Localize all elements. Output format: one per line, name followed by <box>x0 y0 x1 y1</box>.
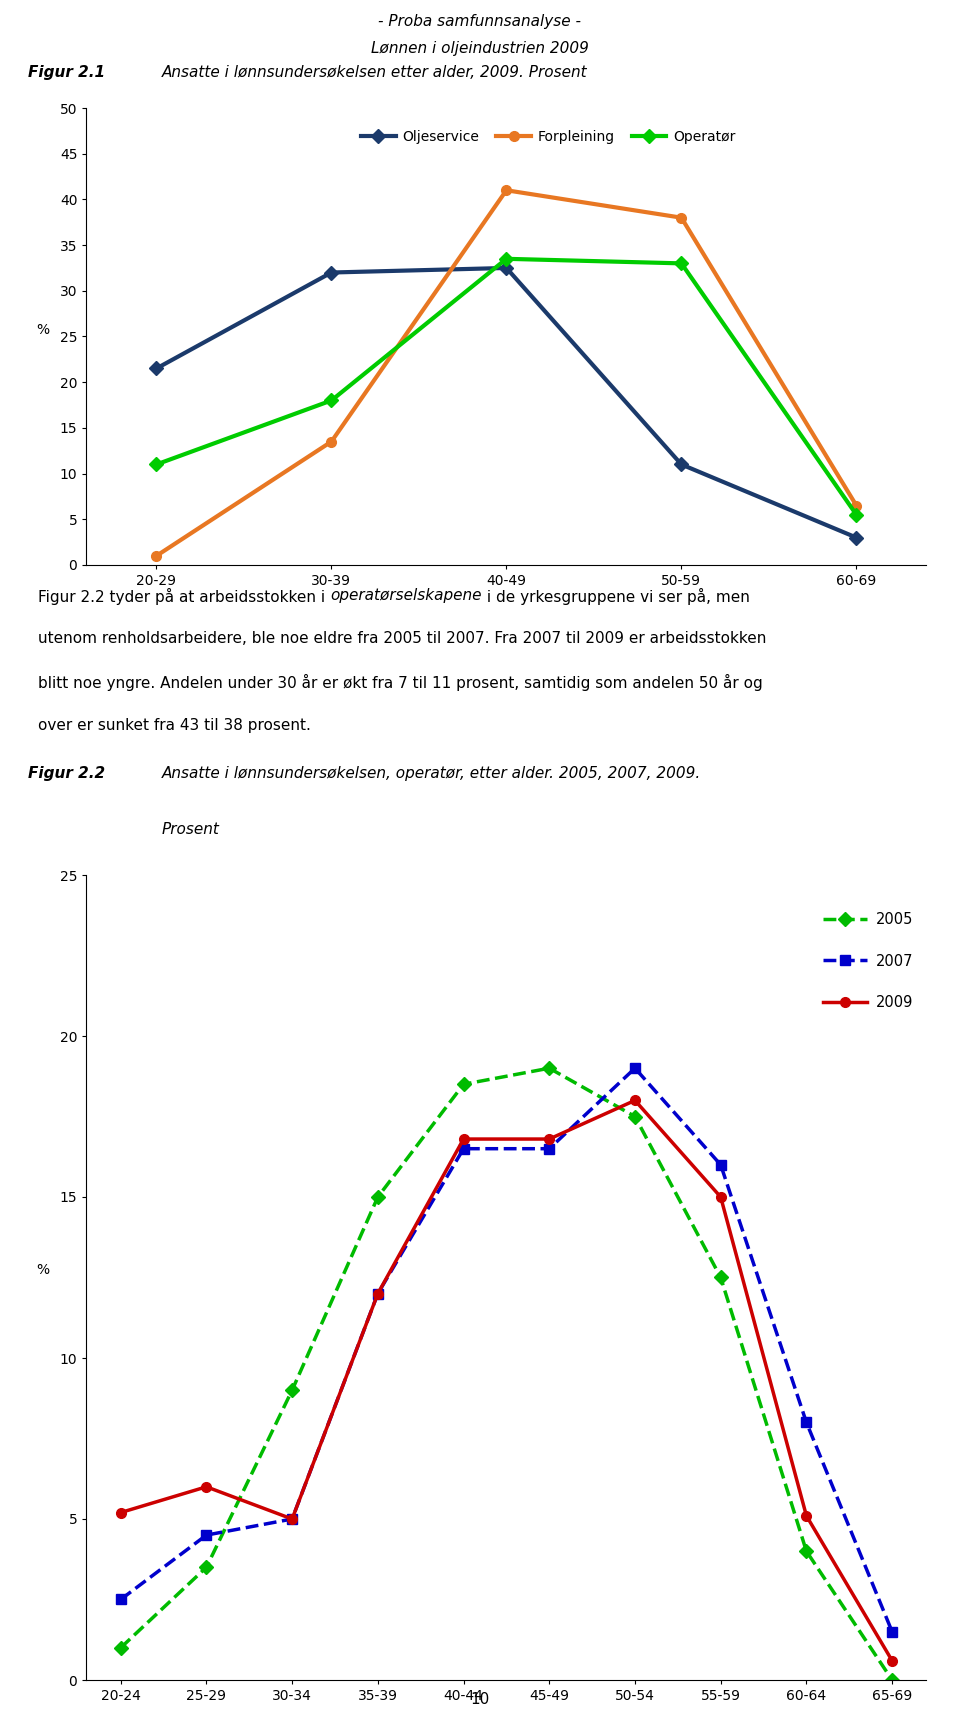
Line: Operatør: Operatør <box>152 254 861 519</box>
2007 <box>543 1138 555 1159</box>
2007 <box>715 1155 727 1176</box>
Text: blitt noe yngre. Andelen under 30 år er økt fra 7 til 11 prosent, samtidig som a: blitt noe yngre. Andelen under 30 år er … <box>38 674 763 691</box>
Oljeservice <box>500 258 512 278</box>
Operatør <box>851 504 862 524</box>
Line: Forpleining: Forpleining <box>152 186 861 560</box>
2009 <box>801 1506 812 1526</box>
Operatør <box>500 249 512 270</box>
2005 <box>629 1107 640 1128</box>
Text: utenom renholdsarbeidere, ble noe eldre fra 2005 til 2007. Fra 2007 til 2009 er : utenom renholdsarbeidere, ble noe eldre … <box>38 631 767 646</box>
2009 <box>458 1129 469 1150</box>
Text: Figur 2.2: Figur 2.2 <box>29 765 106 780</box>
Oljeservice <box>151 358 162 378</box>
Text: over er sunket fra 43 til 38 prosent.: over er sunket fra 43 til 38 prosent. <box>38 717 311 732</box>
2005 <box>543 1057 555 1078</box>
2005 <box>801 1540 812 1561</box>
Forpleining <box>676 208 687 229</box>
Text: Ansatte i lønnsundersøkelsen etter alder, 2009. Prosent: Ansatte i lønnsundersøkelsen etter alder… <box>162 65 588 79</box>
2009 <box>286 1509 298 1530</box>
Text: Figur 2.2 tyder på at arbeidsstokken i: Figur 2.2 tyder på at arbeidsstokken i <box>38 588 330 605</box>
Line: Oljeservice: Oljeservice <box>152 263 861 543</box>
2007 <box>286 1509 298 1530</box>
Oljeservice <box>676 454 687 474</box>
Forpleining <box>851 495 862 516</box>
2005 <box>886 1669 898 1690</box>
2007 <box>886 1621 898 1642</box>
Oljeservice <box>325 263 337 284</box>
2007 <box>115 1588 127 1609</box>
Text: Prosent: Prosent <box>162 822 220 837</box>
Line: 2007: 2007 <box>116 1064 897 1636</box>
2009 <box>201 1477 212 1497</box>
2009 <box>715 1186 727 1207</box>
Operatør <box>676 253 687 273</box>
2009 <box>115 1502 127 1523</box>
Legend: 2005, 2007, 2009: 2005, 2007, 2009 <box>818 906 919 1016</box>
Text: - Proba samfunnsanalyse -: - Proba samfunnsanalyse - <box>378 14 582 29</box>
Line: 2005: 2005 <box>116 1064 897 1685</box>
Forpleining <box>151 545 162 566</box>
2005 <box>372 1186 384 1207</box>
Legend: Oljeservice, Forpleining, Operatør: Oljeservice, Forpleining, Operatør <box>355 124 741 150</box>
Text: Lønnen i oljeindustrien 2009: Lønnen i oljeindustrien 2009 <box>372 41 588 57</box>
2007 <box>801 1411 812 1432</box>
2005 <box>115 1638 127 1659</box>
Forpleining <box>325 431 337 452</box>
2005 <box>458 1074 469 1095</box>
Y-axis label: %: % <box>36 323 50 337</box>
Operatør <box>325 390 337 411</box>
Y-axis label: %: % <box>36 1263 50 1277</box>
2005 <box>286 1380 298 1401</box>
2005 <box>201 1557 212 1578</box>
2009 <box>886 1650 898 1671</box>
2007 <box>629 1057 640 1078</box>
2007 <box>372 1284 384 1305</box>
2009 <box>543 1129 555 1150</box>
2009 <box>629 1090 640 1110</box>
2007 <box>458 1138 469 1159</box>
Operatør <box>151 454 162 474</box>
Oljeservice <box>851 528 862 548</box>
Forpleining <box>500 180 512 201</box>
Text: i de yrkesgruppene vi ser på, men: i de yrkesgruppene vi ser på, men <box>482 588 750 605</box>
Text: operatørselskapene: operatørselskapene <box>330 588 482 603</box>
2007 <box>201 1525 212 1545</box>
Line: 2009: 2009 <box>116 1095 897 1666</box>
Text: Ansatte i lønnsundersøkelsen, operatør, etter alder. 2005, 2007, 2009.: Ansatte i lønnsundersøkelsen, operatør, … <box>162 765 702 780</box>
Text: 10: 10 <box>470 1691 490 1707</box>
2009 <box>372 1284 384 1305</box>
2005 <box>715 1267 727 1288</box>
Text: Figur 2.1: Figur 2.1 <box>29 65 106 79</box>
